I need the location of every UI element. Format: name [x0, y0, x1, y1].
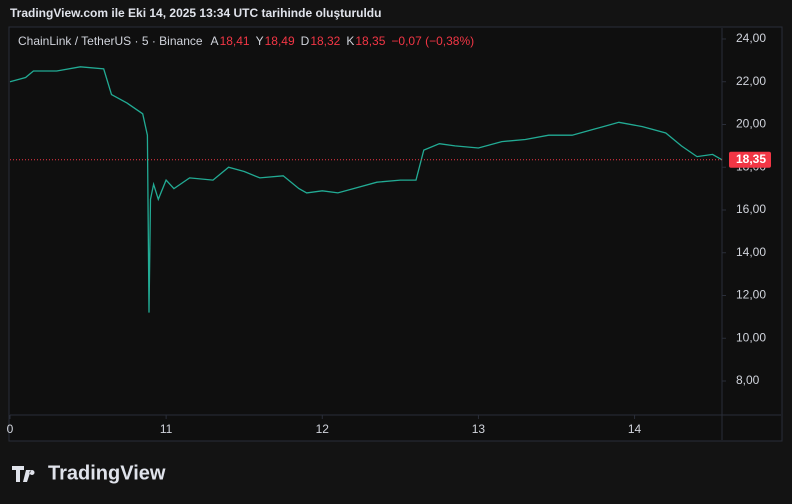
price-line	[9, 66, 723, 313]
logo: TradingView	[12, 462, 166, 484]
x-tick-label: 11	[160, 422, 173, 436]
legend: ChainLink / TetherUS · 5 · Binance A 18,41…	[18, 34, 474, 48]
ohlc-value: 18,35	[355, 34, 385, 48]
header-title: TradingView.com ile Eki 14, 2025 13:34 U…	[10, 6, 381, 20]
x-tick-label: 13	[472, 422, 486, 436]
y-tick-label: 14,00	[736, 245, 766, 259]
x-tick-label: 0	[7, 422, 14, 436]
y-tick-label: 8,00	[736, 373, 760, 387]
y-tick-label: 16,00	[736, 202, 766, 216]
y-tick-label: 22,00	[736, 74, 766, 88]
ohlc-label: K	[346, 34, 354, 48]
last-price-box	[729, 151, 771, 168]
x-tick-label: 12	[316, 422, 330, 436]
last-price-label: 18,35	[736, 152, 766, 166]
logo-icon	[12, 466, 35, 482]
x-tick-label: 14	[628, 422, 642, 436]
ohlc-value: 18,41	[220, 34, 250, 48]
ohlc-value: 18,49	[265, 34, 295, 48]
y-tick-label: 24,00	[736, 31, 766, 45]
ohlc-label: D	[301, 34, 310, 48]
ohlc-label: Y	[256, 34, 264, 48]
legend-change: −0,07 (−0,38%)	[391, 34, 474, 48]
logo-text: TradingView	[48, 462, 166, 484]
legend-symbol: ChainLink / TetherUS · 5 · Binance	[18, 34, 203, 48]
chart-panel	[8, 26, 783, 442]
ohlc-label: A	[211, 34, 219, 48]
ohlc-value: 18,32	[310, 34, 340, 48]
y-tick-label: 10,00	[736, 330, 766, 344]
y-tick-label: 20,00	[736, 117, 766, 131]
plot: 8,0010,0012,0014,0016,0018,0020,0022,002…	[7, 31, 771, 436]
y-tick-label: 12,00	[736, 288, 766, 302]
